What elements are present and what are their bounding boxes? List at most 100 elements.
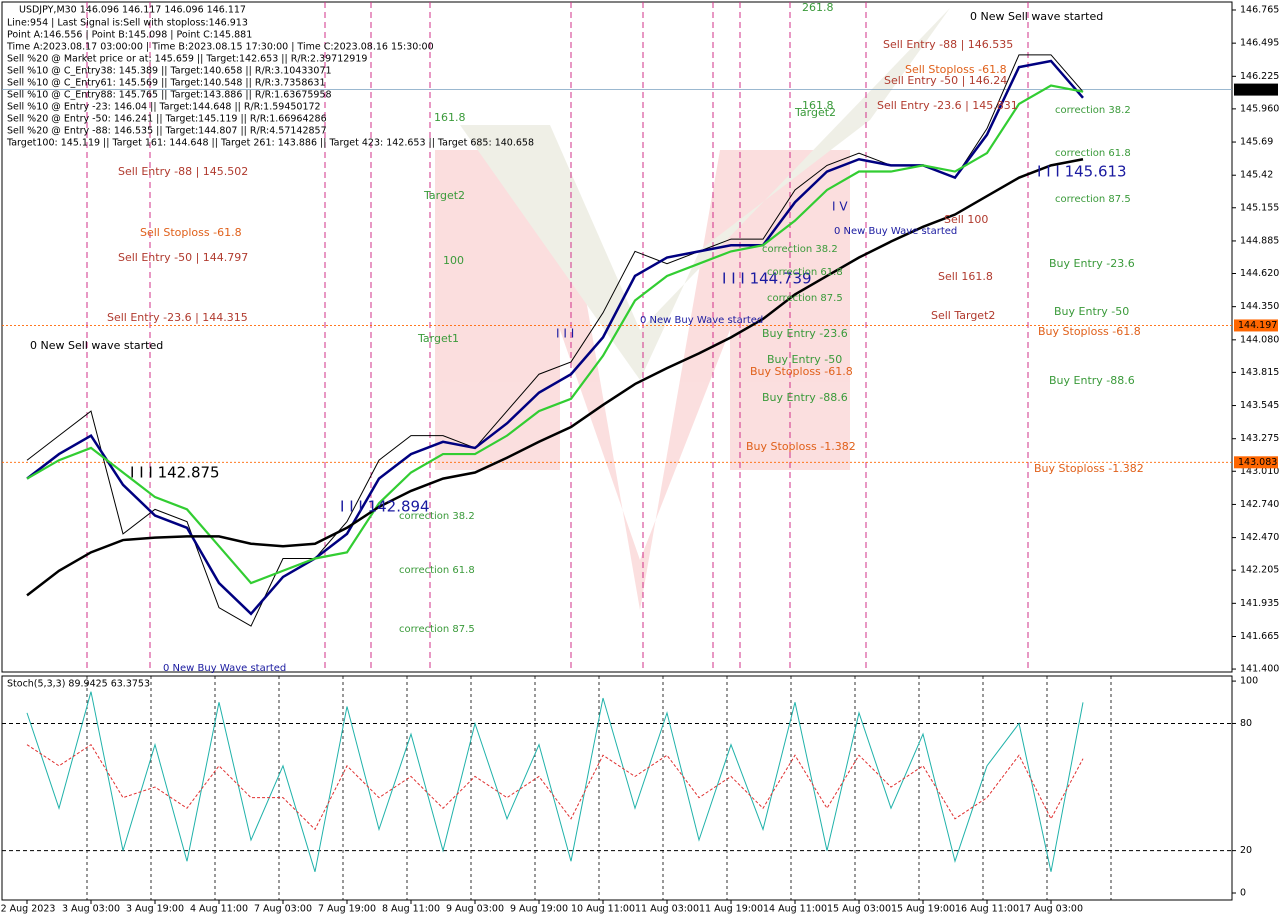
y-tick-label: 80 <box>1240 718 1252 729</box>
price-level-box <box>1234 456 1278 469</box>
info-line: Target100: 145.119 || Target 161: 144.64… <box>6 138 534 149</box>
y-tick-label: 0 <box>1240 888 1246 899</box>
annotation: Buy Entry -23.6 <box>1049 257 1135 270</box>
y-tick-label: 100 <box>1240 676 1258 687</box>
annotation: 261.8 <box>802 1 834 14</box>
annotation: Buy Entry -50 <box>1054 305 1129 318</box>
annotation: 0 New Buy Wave started <box>834 226 957 237</box>
annotation: 161.8 <box>802 99 834 112</box>
series-line <box>26 84 1084 585</box>
annotation: 0 New Buy Wave started <box>163 663 286 674</box>
y-tick-label: 145.155 <box>1240 202 1279 213</box>
info-line: Sell %20 @ Entry -50: 146.241 || Target:… <box>7 114 327 125</box>
y-tick-label: 144.080 <box>1240 334 1279 345</box>
annotation: correction 38.2 <box>1055 105 1131 116</box>
y-tick-label: 145.42 <box>1240 170 1273 181</box>
annotation: Sell Stoploss -61.8 <box>140 226 242 239</box>
y-tick-label: 20 <box>1240 845 1252 856</box>
annotation: correction 87.5 <box>399 624 475 635</box>
x-tick-label: 3 Aug 03:00 <box>62 904 120 915</box>
annotation: Sell Entry -88 | 146.535 <box>883 38 1013 51</box>
annotation: correction 38.2 <box>762 244 838 255</box>
series-line <box>26 743 1084 831</box>
annotation: 100 <box>443 254 464 267</box>
stoch-panel <box>1 675 1233 901</box>
annotation: correction 38.2 <box>399 511 475 522</box>
y-tick-label: 142.740 <box>1240 499 1279 510</box>
info-line: Sell %10 @ C_Entry61: 145.569 || Target:… <box>7 78 326 89</box>
info-line: Sell %20 @ Entry -88: 146.535 || Target:… <box>7 126 327 137</box>
x-tick-label: 8 Aug 11:00 <box>382 904 440 915</box>
x-tick-label: 15 Aug 19:00 <box>891 904 955 915</box>
annotation: Buy Entry -23.6 <box>762 327 848 340</box>
annotation: I V <box>832 200 848 214</box>
y-tick-label: 141.400 <box>1240 664 1279 675</box>
annotation: 0 New Sell wave started <box>30 339 163 352</box>
y-tick-label: 146.225 <box>1240 71 1279 82</box>
info-line: Line:954 | Last Signal is:Sell with stop… <box>7 18 248 29</box>
info-line: Point A:146.556 | Point B:145.098 | Poin… <box>7 30 252 41</box>
annotation: correction 61.8 <box>767 267 843 278</box>
annotation: Sell Entry -23.6 | 145.831 <box>877 99 1018 112</box>
main-chart: 146.765 146.495 146.225 145.960 145.69 145.42… <box>2 2 1279 675</box>
annotation: correction 87.5 <box>767 293 843 304</box>
annotation: Sell 161.8 <box>938 270 993 283</box>
info-line: Sell %10 @ C_Entry88: 145.765 || Target:… <box>7 90 332 101</box>
x-tick-label: 11 Aug 19:00 <box>699 904 763 915</box>
price-level-box <box>1234 319 1278 332</box>
y-tick-label: 145.960 <box>1240 103 1279 114</box>
x-tick-label: 14 Aug 11:00 <box>763 904 827 915</box>
annotation: I I I 142.875 <box>130 464 220 482</box>
price-level-box <box>1234 83 1278 96</box>
x-tick-label: 17 Aug 03:00 <box>1019 904 1083 915</box>
x-tick-label: 3 Aug 19:00 <box>126 904 184 915</box>
y-tick-label: 142.470 <box>1240 532 1279 543</box>
annotation: Target2 <box>423 189 465 202</box>
info-line: Sell %10 @ Entry -23: 146.04 || Target:1… <box>7 102 321 113</box>
x-tick-label: 7 Aug 19:00 <box>318 904 376 915</box>
x-tick-label: 10 Aug 11:00 <box>571 904 635 915</box>
annotation: I I I 145.613 <box>1037 163 1127 181</box>
annotation: 0 New Sell wave started <box>970 10 1103 23</box>
annotation: correction 87.5 <box>1055 194 1131 205</box>
series-line <box>26 691 1084 872</box>
annotation: correction 61.8 <box>1055 148 1131 159</box>
series-line <box>26 158 1084 597</box>
annotation: correction 61.8 <box>399 565 475 576</box>
y-tick-label: 142.205 <box>1240 565 1279 576</box>
annotation: Buy Entry -50 <box>767 353 842 366</box>
x-tick-label: 15 Aug 03:00 <box>827 904 891 915</box>
annotation: 0 New Buy Wave started <box>640 315 763 326</box>
price-level-label: 144.197 <box>1238 320 1277 331</box>
annotation: Sell Entry -50 | 146.24 <box>884 74 1007 87</box>
annotation: Sell Entry -50 | 144.797 <box>118 251 248 264</box>
info-line: Sell %20 @ Market price or at: 145.659 |… <box>7 54 367 65</box>
stoch-chart: 0 20 80 100 <box>2 676 1258 900</box>
annotation: Buy Entry -88.6 <box>1049 374 1135 387</box>
y-tick-label: 145.69 <box>1240 137 1273 148</box>
y-tick-label: 146.495 <box>1240 38 1279 49</box>
y-tick-label: 144.620 <box>1240 268 1279 279</box>
x-tick-label: 16 Aug 11:00 <box>955 904 1019 915</box>
annotation: I I I 144.739 <box>722 270 812 288</box>
annotation: 161.8 <box>434 111 466 124</box>
main-panel <box>1 1 1233 673</box>
x-tick-label: 9 Aug 19:00 <box>510 904 568 915</box>
y-tick-label: 146.765 <box>1240 4 1279 15</box>
watermark <box>435 8 950 610</box>
annotation: I I I <box>556 327 574 341</box>
series-line <box>26 59 1084 616</box>
annotation: Sell Target2 <box>931 309 995 322</box>
chart-title: USDJPY,M30 146.096 146.117 146.096 146.1… <box>19 5 246 16</box>
x-tick-label: 2 Aug 2023 <box>1 904 56 915</box>
x-tick-label: 7 Aug 03:00 <box>254 904 312 915</box>
x-tick-label: 9 Aug 03:00 <box>446 904 504 915</box>
annotation: Buy Stoploss -1.382 <box>746 440 856 453</box>
annotation: Buy Stoploss -61.8 <box>750 365 853 378</box>
x-tick-label: 11 Aug 03:00 <box>635 904 699 915</box>
annotation: Sell 100 <box>944 213 988 226</box>
stoch-title: Stoch(5,3,3) 89.9425 63.3753 <box>7 679 150 690</box>
annotation: Buy Entry -88.6 <box>762 391 848 404</box>
